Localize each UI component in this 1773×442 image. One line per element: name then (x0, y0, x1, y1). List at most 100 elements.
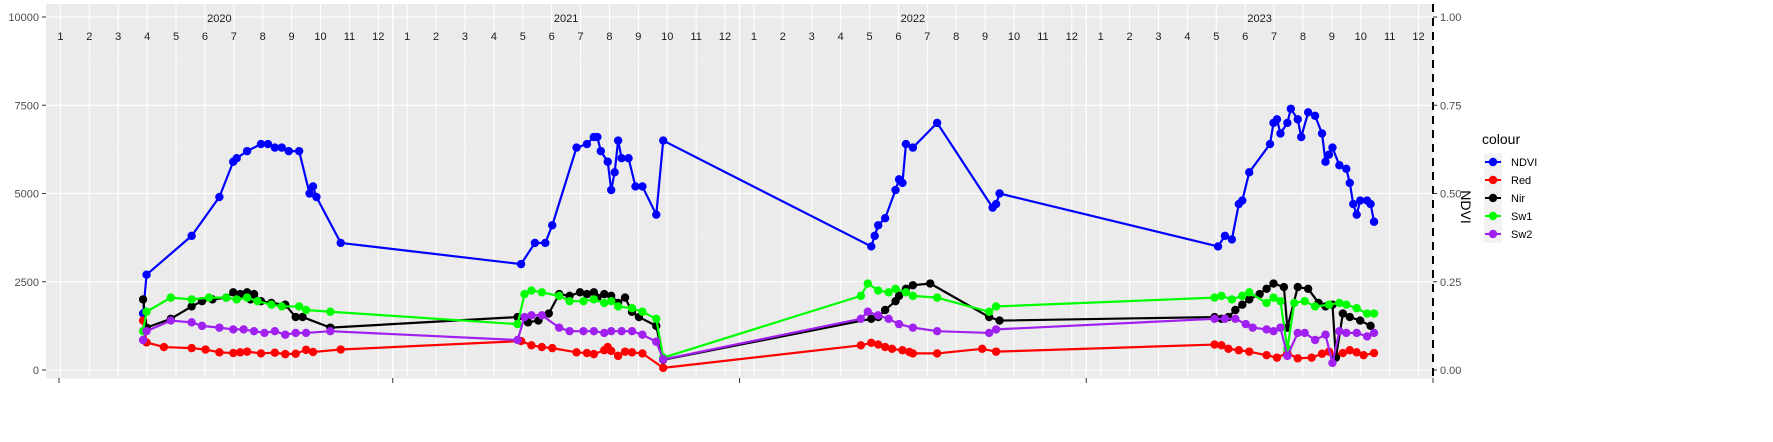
ndvi-point (874, 221, 883, 230)
red-point (301, 345, 311, 355)
nir-point (291, 312, 300, 322)
ndvi-point (631, 182, 640, 191)
ndvi-point (593, 132, 602, 142)
sw1-point (520, 289, 529, 299)
sw2-point (607, 326, 616, 336)
nir-point (1245, 295, 1254, 304)
nir-point (1293, 282, 1302, 292)
sw2-point (142, 326, 151, 336)
nir-point (600, 289, 609, 299)
sw1-point (242, 293, 252, 302)
nir-point (187, 302, 196, 311)
month-label: 5 (1213, 31, 1219, 43)
red-point (1217, 341, 1226, 350)
red-point (336, 345, 345, 354)
sw2-point (638, 330, 647, 339)
nir-point (582, 289, 592, 299)
red-point (898, 346, 907, 355)
month-label: 11 (1037, 31, 1048, 43)
sw1-point (294, 302, 304, 311)
nir-point (138, 295, 148, 304)
legend-title: colour (1482, 131, 1520, 147)
ndvi-point (1321, 157, 1330, 166)
sw2-point (984, 328, 994, 338)
ndvi-point (256, 139, 266, 149)
red-point (242, 347, 252, 356)
month-label: 4 (144, 31, 150, 43)
sw1-point (1335, 298, 1344, 308)
month-label: 7 (231, 31, 237, 43)
red-point (874, 340, 883, 349)
sw2-point (1293, 328, 1302, 338)
sw2-point (579, 326, 588, 336)
red-point (281, 349, 290, 359)
ndvi-point (880, 214, 890, 223)
ndvi-point (1317, 129, 1327, 138)
nir-point (1345, 312, 1354, 322)
month-label: 5 (520, 31, 526, 43)
ndvi-point (995, 189, 1004, 198)
nir-point (926, 279, 935, 288)
sw1-point (554, 291, 564, 301)
nir-point (880, 305, 890, 315)
ndvi-point (308, 182, 318, 191)
sw1-point (1290, 298, 1299, 308)
red-point (991, 347, 1001, 356)
ndvi-point (1276, 129, 1285, 138)
sw2-point (856, 314, 866, 324)
ndvi-point (305, 189, 314, 198)
red-point (537, 342, 547, 352)
sw1-point (537, 288, 547, 297)
legend-point-sw1 (1488, 211, 1498, 221)
grid (46, 4, 1433, 378)
legend-point-sw2 (1488, 229, 1498, 239)
ndvi-point (294, 146, 304, 156)
red-point (1262, 350, 1271, 360)
sw1-point (1300, 296, 1309, 306)
ndvi-point (1342, 164, 1351, 173)
ndvi-point (1213, 242, 1223, 251)
sw2-point (1300, 328, 1309, 338)
sw2-point (1310, 335, 1320, 345)
month-label: 10 (1355, 31, 1367, 43)
red-point (215, 348, 224, 357)
nir-point (620, 293, 630, 302)
nir-point (1366, 321, 1375, 331)
month-label: 6 (549, 31, 555, 43)
ndvi-point (215, 192, 224, 202)
ndvi-point (613, 136, 623, 145)
sw2-point (991, 325, 1001, 334)
sw2-point (527, 311, 536, 320)
legend-point-ndvi (1488, 157, 1498, 167)
sw1-point (1262, 298, 1271, 308)
month-label: 9 (635, 31, 641, 43)
ndvi-point (596, 146, 605, 156)
ndvi-point (1265, 139, 1275, 149)
nir-point (1262, 284, 1271, 294)
y2-tick-label: 1.00 (1440, 12, 1461, 24)
month-label: 7 (578, 31, 584, 43)
red-point (1317, 349, 1327, 358)
y2-axis-label: NDVI (1458, 190, 1474, 223)
sw1-point (652, 314, 661, 324)
sw1-point (1269, 293, 1278, 302)
month-label: 2 (1127, 31, 1133, 43)
ndvi-point (1297, 132, 1306, 142)
nir-point (1303, 284, 1313, 294)
sw2-point (326, 326, 335, 336)
y-tick-label: 5000 (15, 189, 39, 201)
red-point (932, 349, 942, 358)
nir-point (908, 281, 918, 290)
year-label: 2020 (207, 13, 231, 25)
red-point (1338, 348, 1348, 358)
red-point (291, 349, 300, 358)
sw1-point (1210, 293, 1219, 302)
ndvi-point (232, 154, 241, 163)
sw1-point (856, 291, 866, 301)
month-label: 6 (895, 31, 901, 43)
red-point (638, 349, 647, 358)
red-point (867, 338, 876, 348)
red-point (880, 342, 890, 352)
sw2-point (215, 323, 224, 332)
